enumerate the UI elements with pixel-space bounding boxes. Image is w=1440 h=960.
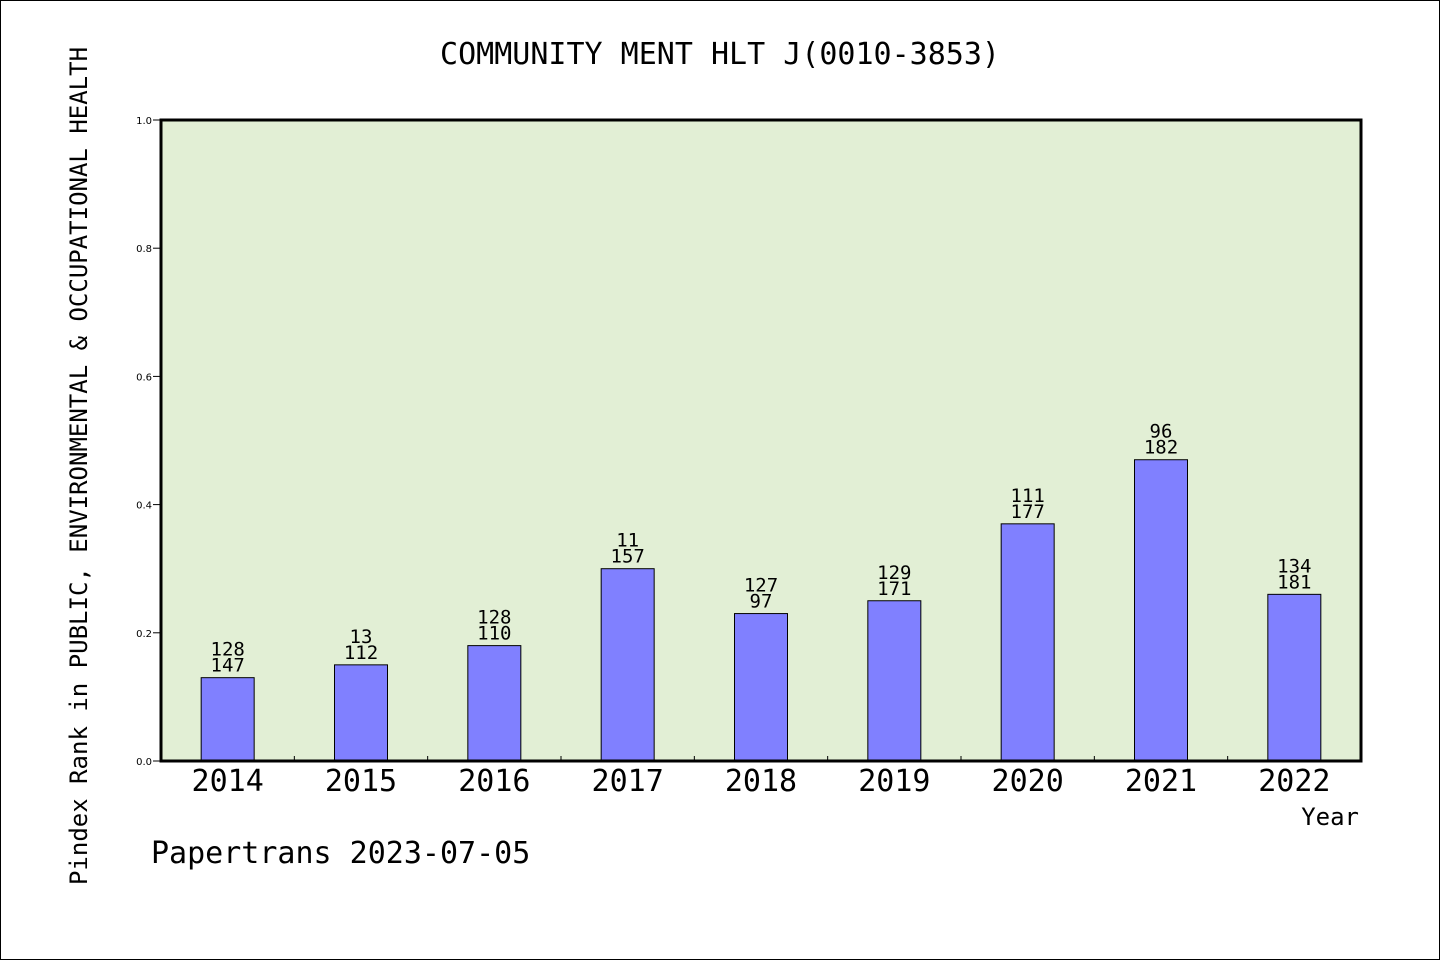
x-tick-label: 2020 <box>992 764 1064 799</box>
bar <box>200 677 255 762</box>
x-tick-label: 2018 <box>725 764 797 799</box>
bar-label-top: 96 <box>1150 421 1173 443</box>
y-tick-label: 1.0 <box>136 116 152 127</box>
footer-credit: Papertrans 2023-07-05 <box>151 836 531 871</box>
y-tick-label: 0.6 <box>136 372 152 383</box>
x-tick-label: 2019 <box>858 764 930 799</box>
bar-label-bottom: 97 <box>750 591 773 613</box>
bar <box>600 568 655 762</box>
x-tick-label: 2015 <box>325 764 397 799</box>
y-tick-label: 0.4 <box>136 501 152 512</box>
bar-label-bottom: 110 <box>477 623 511 645</box>
x-axis-label: Year <box>1301 803 1359 831</box>
bar <box>467 645 522 762</box>
y-tick-label: 0.8 <box>136 244 152 255</box>
bar <box>734 613 788 762</box>
x-tick-label: 2017 <box>592 764 664 799</box>
plot-frame <box>159 118 1363 763</box>
bar <box>1134 459 1188 762</box>
bar-label-top: 128 <box>211 639 245 661</box>
chart-title: COMMUNITY MENT HLT J(0010-3853) <box>440 37 1000 72</box>
bar-label-top: 11 <box>616 530 639 552</box>
bar-label-bottom: 177 <box>1011 501 1045 523</box>
bar-label-bottom: 181 <box>1277 571 1311 593</box>
bar-label-bottom: 157 <box>611 546 645 568</box>
bar <box>1000 523 1055 762</box>
x-tick-label: 2014 <box>192 764 264 799</box>
bar-label-top: 129 <box>877 562 911 584</box>
y-tick-label: 0.2 <box>136 629 152 640</box>
bar-label-bottom: 171 <box>877 578 911 600</box>
y-tick-label: 0.0 <box>136 757 152 768</box>
x-tick-label: 2021 <box>1125 764 1197 799</box>
x-tick-label: 2022 <box>1258 764 1330 799</box>
bar <box>867 600 922 762</box>
bar-label-top: 128 <box>477 607 511 629</box>
bar <box>1267 593 1322 762</box>
bar-label-top: 134 <box>1277 555 1311 577</box>
bar-label-bottom: 147 <box>211 655 245 677</box>
bar-label-top: 13 <box>350 626 373 648</box>
bar-label-bottom: 112 <box>344 642 378 664</box>
bar <box>334 664 388 762</box>
x-tick-label: 2016 <box>458 764 530 799</box>
bar-label-top: 111 <box>1011 485 1045 507</box>
bar-label-bottom: 182 <box>1144 437 1178 459</box>
bar-label-top: 127 <box>744 575 778 597</box>
